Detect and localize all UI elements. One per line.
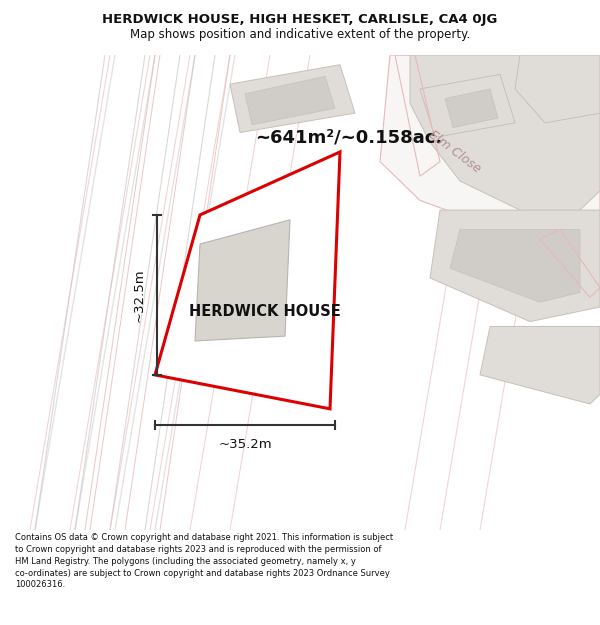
Text: ~35.2m: ~35.2m [218,438,272,451]
Polygon shape [155,152,340,409]
Polygon shape [380,55,600,259]
Polygon shape [195,220,290,341]
Polygon shape [245,76,335,125]
Polygon shape [430,210,600,322]
Polygon shape [480,326,600,404]
Polygon shape [230,65,355,132]
Polygon shape [450,229,580,302]
Polygon shape [410,55,600,220]
Text: Elm Close: Elm Close [427,128,484,176]
Text: Map shows position and indicative extent of the property.: Map shows position and indicative extent… [130,28,470,41]
Text: ~32.5m: ~32.5m [133,268,146,322]
Text: ~641m²/~0.158ac.: ~641m²/~0.158ac. [255,128,442,146]
Text: Contains OS data © Crown copyright and database right 2021. This information is : Contains OS data © Crown copyright and d… [15,533,393,589]
Polygon shape [445,89,498,127]
Polygon shape [420,74,515,138]
Polygon shape [515,55,600,123]
Text: HERDWICK HOUSE: HERDWICK HOUSE [189,304,341,319]
Text: HERDWICK HOUSE, HIGH HESKET, CARLISLE, CA4 0JG: HERDWICK HOUSE, HIGH HESKET, CARLISLE, C… [103,14,497,26]
